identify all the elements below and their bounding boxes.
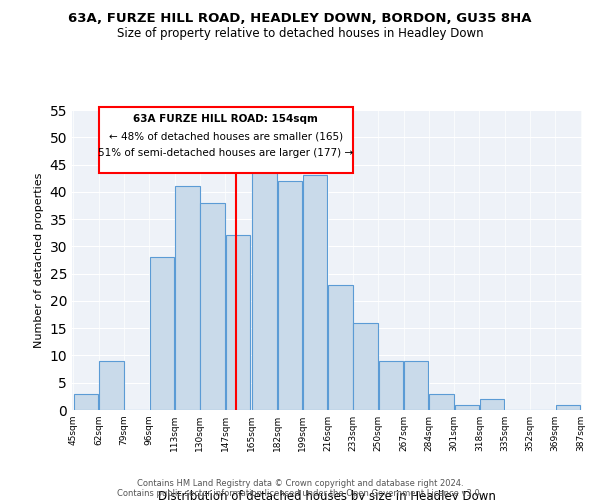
Text: Size of property relative to detached houses in Headley Down: Size of property relative to detached ho… <box>116 28 484 40</box>
Bar <box>200 202 225 410</box>
Text: 51% of semi-detached houses are larger (177) →: 51% of semi-detached houses are larger (… <box>98 148 353 158</box>
Bar <box>303 176 328 410</box>
Bar <box>99 361 124 410</box>
Bar <box>252 159 277 410</box>
X-axis label: Distribution of detached houses by size in Headley Down: Distribution of detached houses by size … <box>158 490 496 500</box>
Bar <box>480 399 505 410</box>
Bar <box>74 394 98 410</box>
Bar <box>226 236 250 410</box>
FancyBboxPatch shape <box>99 108 353 172</box>
Bar <box>149 258 174 410</box>
Text: 63A FURZE HILL ROAD: 154sqm: 63A FURZE HILL ROAD: 154sqm <box>133 114 319 124</box>
Bar <box>404 361 428 410</box>
Bar <box>379 361 403 410</box>
Bar <box>353 322 378 410</box>
Text: Contains HM Land Registry data © Crown copyright and database right 2024.: Contains HM Land Registry data © Crown c… <box>137 478 463 488</box>
Text: 63A, FURZE HILL ROAD, HEADLEY DOWN, BORDON, GU35 8HA: 63A, FURZE HILL ROAD, HEADLEY DOWN, BORD… <box>68 12 532 26</box>
Bar <box>328 284 353 410</box>
Bar <box>278 181 302 410</box>
Bar <box>175 186 199 410</box>
Bar <box>556 404 580 410</box>
Bar <box>455 404 479 410</box>
Bar <box>429 394 454 410</box>
Text: ← 48% of detached houses are smaller (165): ← 48% of detached houses are smaller (16… <box>109 132 343 142</box>
Y-axis label: Number of detached properties: Number of detached properties <box>34 172 44 348</box>
Text: Contains public sector information licensed under the Open Government Licence v3: Contains public sector information licen… <box>118 488 482 498</box>
